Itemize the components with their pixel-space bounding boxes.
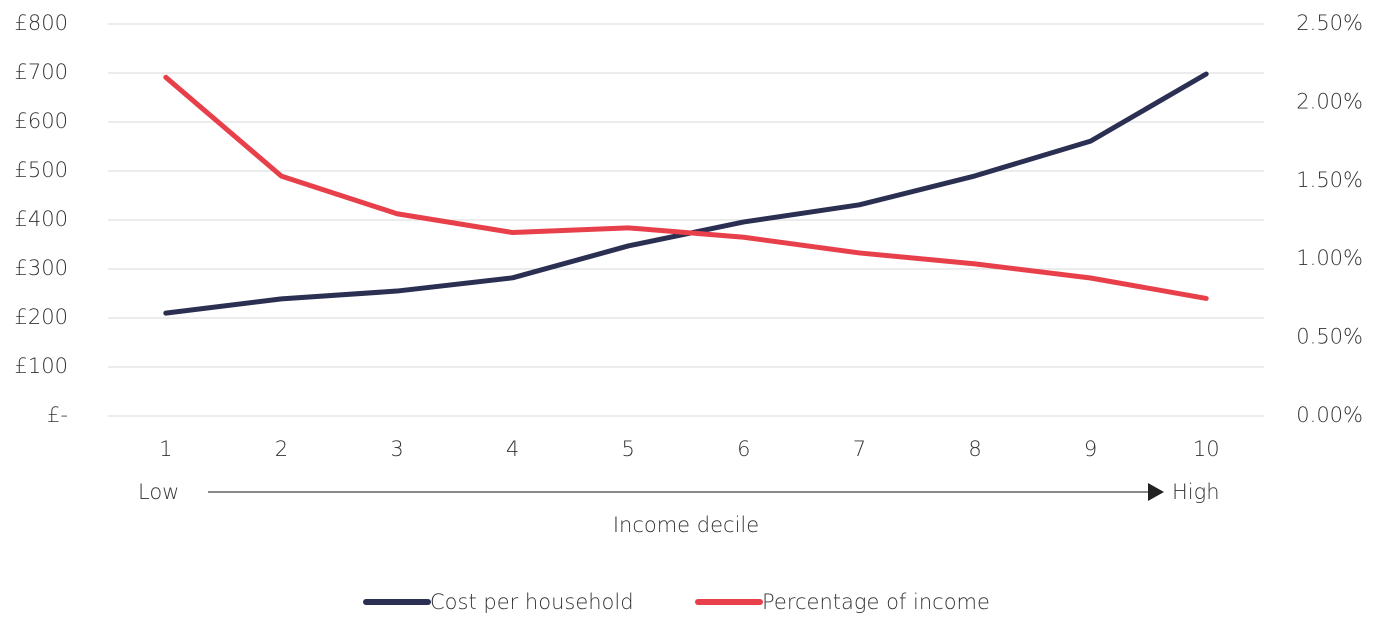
y-tick-label: £400 xyxy=(15,207,68,231)
x-tick-label: 10 xyxy=(1193,437,1220,461)
x-axis-label: Income decile xyxy=(613,513,759,537)
legend-label: Cost per household xyxy=(430,590,634,614)
y-tick-label: £700 xyxy=(15,60,68,84)
series-line xyxy=(163,74,1209,301)
annotation: High xyxy=(1172,480,1220,504)
series-line xyxy=(163,71,1209,316)
x-tick-label: 5 xyxy=(622,437,635,461)
arrow-head xyxy=(1148,483,1164,501)
y2-tick-label: 2.50% xyxy=(1296,11,1363,35)
y-tick-label: £600 xyxy=(15,109,68,133)
x-tick-label: 1 xyxy=(159,437,172,461)
y-tick-label: £300 xyxy=(15,256,68,280)
x-tick-label: 4 xyxy=(506,437,519,461)
legend-label: Percentage of income xyxy=(762,590,990,614)
x-tick-label: 6 xyxy=(737,437,750,461)
y2-tick-label: 0.50% xyxy=(1296,325,1363,349)
y-tick-label: £800 xyxy=(15,11,68,35)
x-tick-label: 7 xyxy=(853,437,866,461)
y-tick-label: £100 xyxy=(15,354,68,378)
x-tick-label: 9 xyxy=(1084,437,1097,461)
y2-tick-label: 1.50% xyxy=(1296,168,1363,192)
x-tick-label: 3 xyxy=(390,437,403,461)
annotation: Low xyxy=(138,480,179,504)
y2-tick-label: 2.00% xyxy=(1296,89,1363,113)
x-tick-label: 2 xyxy=(275,437,288,461)
y-tick-label: £500 xyxy=(15,158,68,182)
x-tick-label: 8 xyxy=(968,437,981,461)
y-tick-label: £- xyxy=(47,403,68,427)
y2-tick-label: 0.00% xyxy=(1296,403,1363,427)
y2-tick-label: 1.00% xyxy=(1296,246,1363,270)
y-tick-label: £200 xyxy=(15,305,68,329)
